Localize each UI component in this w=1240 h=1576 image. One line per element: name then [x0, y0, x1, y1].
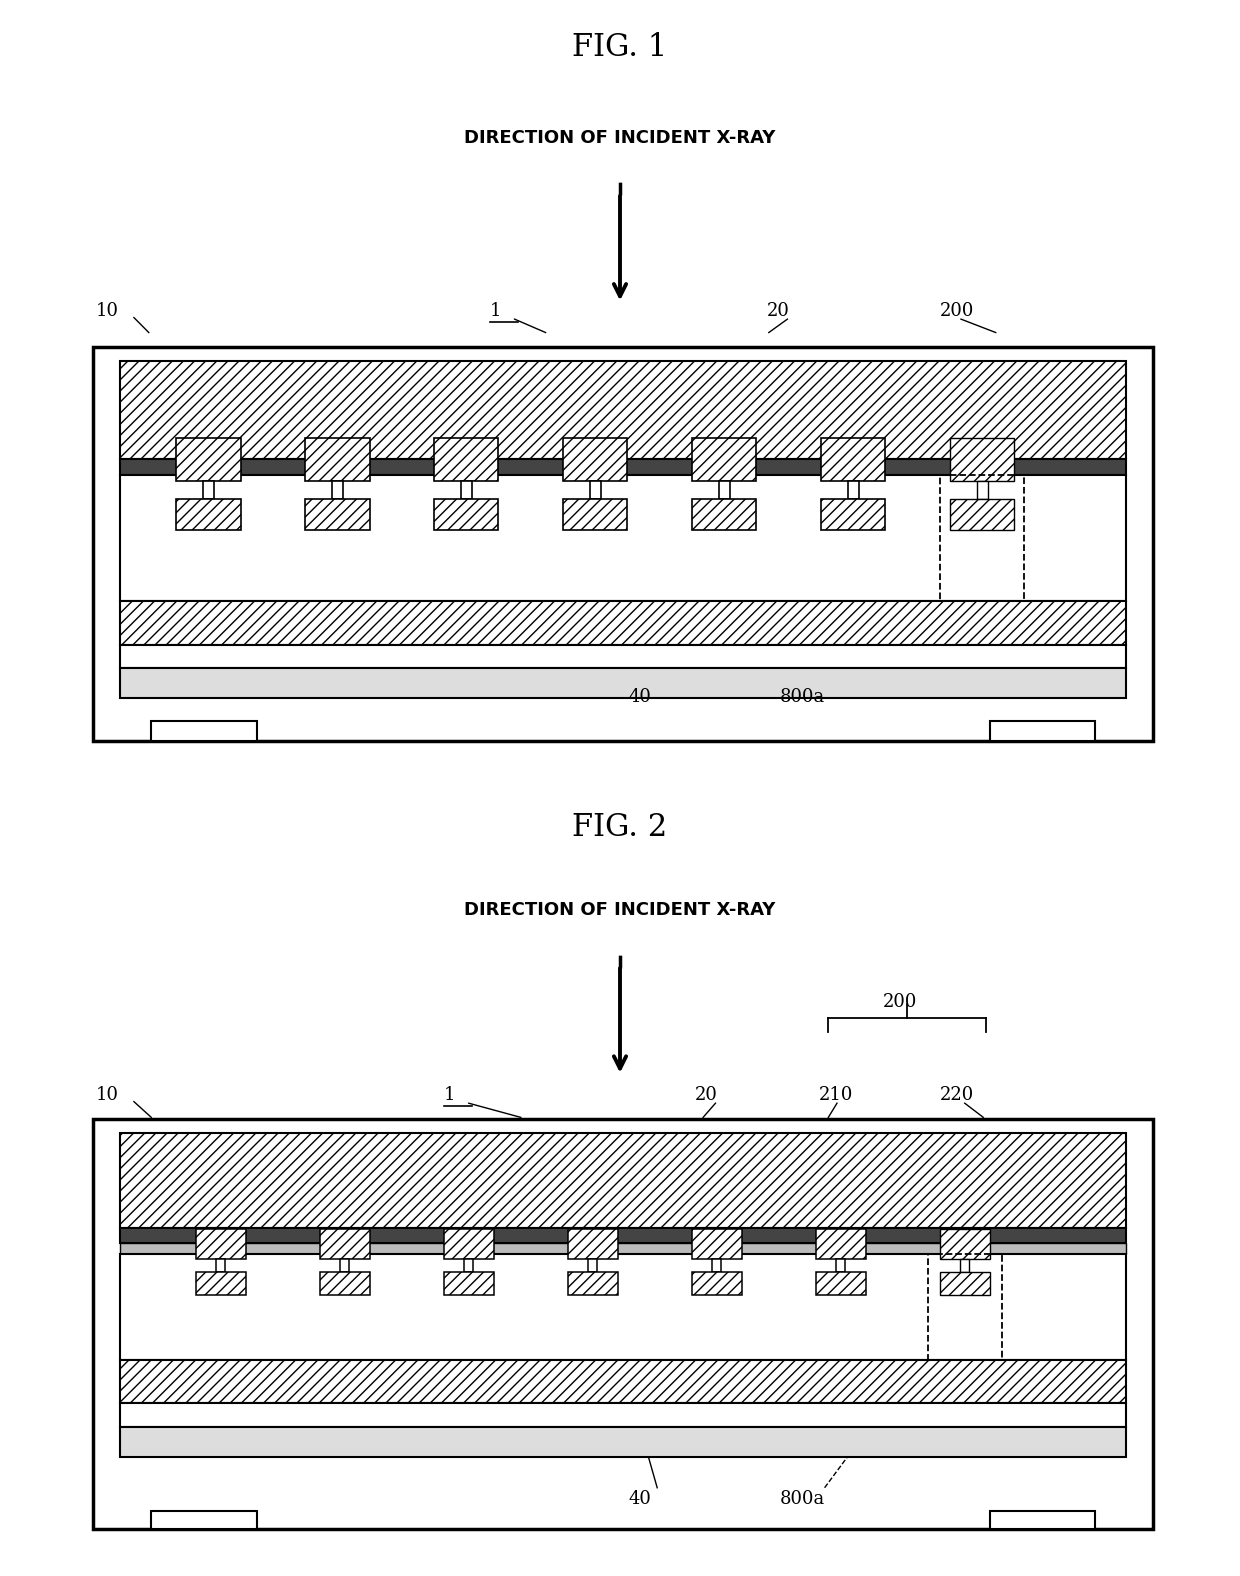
Bar: [120, 1228, 1126, 1243]
Bar: [950, 500, 1014, 531]
Bar: [196, 1272, 246, 1295]
Bar: [216, 1259, 226, 1272]
Bar: [692, 1272, 742, 1295]
Bar: [837, 1259, 846, 1272]
Bar: [940, 1229, 990, 1259]
Bar: [444, 1229, 494, 1259]
Bar: [120, 361, 1126, 460]
Bar: [588, 1259, 596, 1272]
Bar: [120, 1403, 1126, 1428]
Bar: [940, 476, 1024, 602]
Bar: [120, 600, 1126, 645]
Bar: [990, 722, 1095, 741]
Text: 210: 210: [818, 1086, 853, 1105]
Bar: [444, 1272, 494, 1295]
Bar: [990, 1511, 1095, 1529]
Text: 1: 1: [444, 1086, 455, 1105]
Bar: [320, 1229, 370, 1259]
Bar: [719, 482, 729, 500]
Bar: [151, 1511, 257, 1529]
Text: FIG. 2: FIG. 2: [573, 812, 667, 843]
Text: 200: 200: [940, 303, 975, 320]
Bar: [93, 1119, 1153, 1529]
Bar: [340, 1259, 350, 1272]
Bar: [568, 1272, 618, 1295]
Bar: [712, 1259, 720, 1272]
Text: 40: 40: [629, 689, 651, 706]
Bar: [821, 438, 885, 482]
Text: 200: 200: [883, 993, 918, 1012]
Bar: [563, 500, 627, 531]
Bar: [120, 645, 1126, 668]
Bar: [434, 500, 498, 531]
Bar: [816, 1229, 866, 1259]
Bar: [816, 1272, 866, 1295]
Text: DIRECTION OF INCIDENT X-RAY: DIRECTION OF INCIDENT X-RAY: [464, 129, 776, 147]
Bar: [692, 438, 756, 482]
Text: 1: 1: [490, 303, 501, 320]
Bar: [568, 1229, 618, 1259]
Text: 20: 20: [694, 1086, 717, 1105]
Bar: [176, 500, 241, 531]
Bar: [120, 1243, 1126, 1254]
Bar: [928, 1254, 1002, 1360]
Bar: [120, 460, 1126, 476]
Bar: [120, 1133, 1126, 1228]
Bar: [120, 1428, 1126, 1456]
Bar: [120, 1360, 1126, 1403]
Bar: [151, 722, 257, 741]
Bar: [120, 476, 1126, 602]
Bar: [950, 438, 1014, 482]
Bar: [196, 1229, 246, 1259]
Bar: [692, 1229, 742, 1259]
Text: 10: 10: [95, 1086, 119, 1105]
Bar: [461, 482, 471, 500]
Bar: [120, 668, 1126, 698]
Bar: [563, 438, 627, 482]
Bar: [434, 438, 498, 482]
Bar: [332, 482, 343, 500]
Text: 800a: 800a: [780, 1489, 825, 1508]
Bar: [464, 1259, 474, 1272]
Bar: [961, 1259, 970, 1272]
Text: DIRECTION OF INCIDENT X-RAY: DIRECTION OF INCIDENT X-RAY: [464, 901, 776, 919]
Bar: [203, 482, 215, 500]
Bar: [93, 347, 1153, 741]
Text: 800a: 800a: [780, 689, 825, 706]
Bar: [320, 1272, 370, 1295]
Bar: [940, 1272, 990, 1295]
Text: 20: 20: [766, 303, 789, 320]
Bar: [176, 438, 241, 482]
Bar: [848, 482, 858, 500]
Bar: [305, 500, 370, 531]
Text: 10: 10: [95, 303, 119, 320]
Text: 220: 220: [940, 1086, 975, 1105]
Bar: [821, 500, 885, 531]
Bar: [305, 438, 370, 482]
Bar: [692, 500, 756, 531]
Text: 40: 40: [629, 1489, 651, 1508]
Text: FIG. 1: FIG. 1: [573, 32, 667, 63]
Bar: [120, 1254, 1126, 1360]
Bar: [590, 482, 600, 500]
Bar: [977, 482, 988, 500]
